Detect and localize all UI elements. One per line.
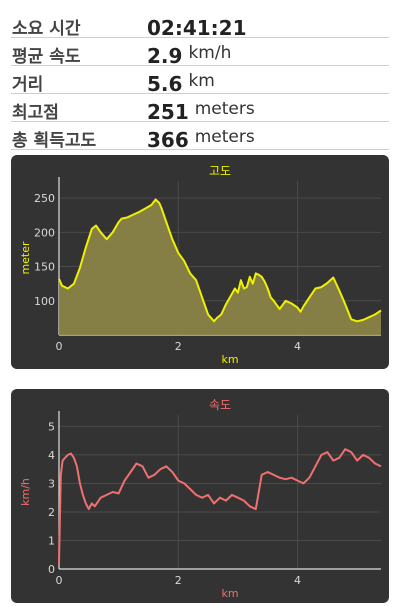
series-area <box>59 199 381 335</box>
y-tick-label: 150 <box>34 261 55 274</box>
stat-value: 251 meters <box>147 99 255 124</box>
chart-title: 고도 <box>209 164 231 178</box>
y-tick-label: 0 <box>48 563 55 576</box>
series-line <box>58 198 382 323</box>
x-tick-label: 4 <box>294 340 301 353</box>
stat-value: 366 meters <box>147 127 255 152</box>
x-tick-label: 2 <box>175 574 182 587</box>
speed-chart: 속도 0 1 2 3 4 5 0 2 4 km km/h <box>19 398 382 600</box>
stat-row-duration: 소요 시간 02:41:21 <box>11 10 389 40</box>
y-tick-label: 1 <box>48 534 55 547</box>
y-tick-label: 250 <box>34 192 55 205</box>
x-tick-label: 0 <box>56 574 63 587</box>
stat-label: 소요 시간 <box>12 19 81 39</box>
stat-value: 5.6 km <box>147 71 215 96</box>
y-tick-label: 5 <box>48 420 55 433</box>
y-tick-label: 4 <box>48 449 55 462</box>
chart-title: 속도 <box>209 398 231 412</box>
x-axis-label: km <box>221 353 238 366</box>
y-axis-label: meter <box>19 241 32 275</box>
stat-row-total-ascent: 총 획득고도 366 meters <box>11 122 389 152</box>
y-tick-label: 100 <box>34 295 55 308</box>
x-tick-label: 0 <box>56 340 63 353</box>
stat-label: 최고점 <box>12 103 59 123</box>
x-tick-label: 4 <box>294 574 301 587</box>
y-tick-label: 200 <box>34 226 55 239</box>
stat-label: 총 획득고도 <box>12 131 97 151</box>
stat-row-avg-speed: 평균 속도 2.9 km/h <box>11 38 389 68</box>
stat-label: 평균 속도 <box>12 47 81 67</box>
x-tick-label: 2 <box>175 340 182 353</box>
stat-value: 2.9 km/h <box>147 43 232 68</box>
stat-value: 02:41:21 <box>147 16 247 40</box>
stats-panel: 소요 시간 02:41:21 평균 속도 2.9 km/h 거리 5.6 km 최고… <box>11 10 389 152</box>
elevation-chart-card: 고도 100 150 200 250 0 2 4 km meter <box>11 155 389 369</box>
stat-label: 거리 <box>12 75 44 95</box>
x-axis-label: km <box>221 587 238 600</box>
series-line <box>58 448 382 564</box>
stat-row-distance: 거리 5.6 km <box>11 66 389 96</box>
elevation-chart: 고도 100 150 200 250 0 2 4 km meter <box>19 164 382 366</box>
y-axis-label: km/h <box>19 478 32 506</box>
speed-chart-card: 속도 0 1 2 3 4 5 0 2 4 km km/h <box>11 389 389 603</box>
stat-row-max-elevation: 최고점 251 meters <box>11 94 389 124</box>
y-tick-label: 3 <box>48 477 55 490</box>
y-tick-label: 2 <box>48 506 55 519</box>
